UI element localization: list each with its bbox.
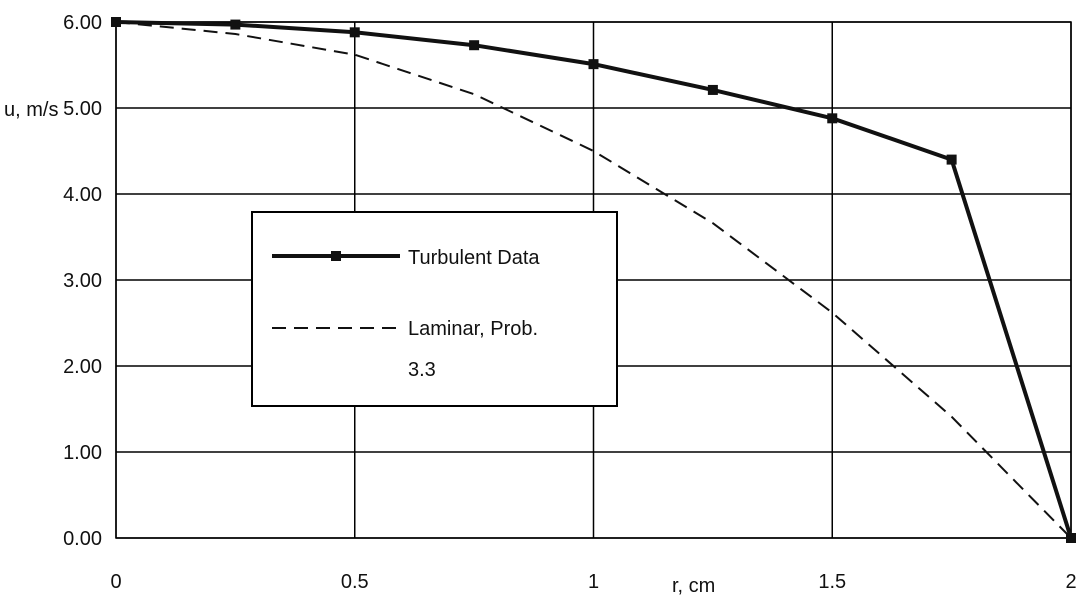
x-axis-title: r, cm bbox=[672, 575, 715, 597]
legend-swatch-turbulent-marker bbox=[331, 251, 341, 261]
series-line-laminar bbox=[115, 21, 1072, 539]
y-tick-label: 2.00 bbox=[63, 356, 102, 378]
data-point-turbulent bbox=[469, 40, 480, 51]
x-tick-label: 1.5 bbox=[818, 571, 846, 593]
data-point-turbulent bbox=[230, 19, 241, 30]
y-tick-label: 4.00 bbox=[63, 184, 102, 206]
series-layer bbox=[111, 17, 1076, 543]
x-tick-label: 0 bbox=[110, 571, 121, 593]
y-tick-label: 3.00 bbox=[63, 270, 102, 292]
tick-labels: 0.00 1.00 2.00 3.00 4.00 5.00 6.00 0 0.5 1 1.5 2 bbox=[63, 12, 1076, 593]
y-tick-label: 6.00 bbox=[63, 12, 102, 34]
x-tick-label: 2 bbox=[1065, 571, 1076, 593]
data-point-turbulent bbox=[1066, 533, 1076, 543]
y-tick-label: 5.00 bbox=[63, 98, 102, 120]
data-point-turbulent bbox=[827, 113, 838, 124]
data-point-turbulent bbox=[946, 154, 957, 165]
x-tick-label: 1 bbox=[588, 571, 599, 593]
legend-label-laminar-line2: 3.3 bbox=[408, 359, 436, 381]
data-point-turbulent bbox=[349, 27, 360, 38]
data-point-turbulent bbox=[588, 59, 599, 70]
y-tick-label: 0.00 bbox=[63, 528, 102, 550]
plot-area-frame bbox=[115, 21, 1072, 539]
legend-box bbox=[251, 211, 618, 407]
legend-label-laminar-line1: Laminar, Prob. bbox=[408, 318, 538, 340]
y-axis-title: u, m/s bbox=[4, 99, 58, 121]
legend: Turbulent Data Laminar, Prob. 3.3 bbox=[251, 211, 618, 407]
legend-label-turbulent: Turbulent Data bbox=[408, 247, 540, 269]
data-point-turbulent bbox=[707, 84, 718, 95]
y-tick-label: 1.00 bbox=[63, 442, 102, 464]
x-tick-label: 0.5 bbox=[341, 571, 369, 593]
